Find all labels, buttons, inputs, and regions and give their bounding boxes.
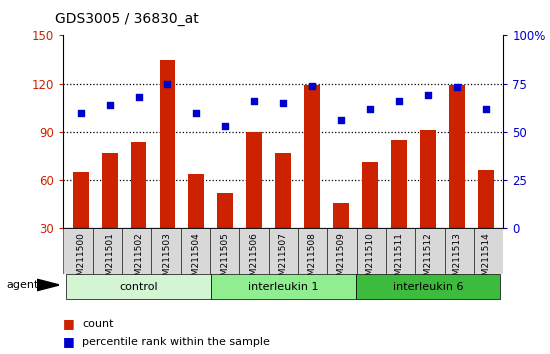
Text: GSM211511: GSM211511 bbox=[394, 232, 404, 287]
Bar bbox=[304, 85, 320, 276]
FancyBboxPatch shape bbox=[210, 228, 239, 274]
Text: GSM211512: GSM211512 bbox=[424, 232, 432, 287]
Text: GSM211508: GSM211508 bbox=[307, 232, 317, 287]
Bar bbox=[189, 174, 205, 276]
Bar bbox=[420, 130, 436, 276]
Point bbox=[337, 118, 345, 123]
Polygon shape bbox=[37, 279, 59, 291]
Point bbox=[279, 100, 288, 106]
Text: agent: agent bbox=[7, 280, 39, 290]
Point bbox=[366, 106, 375, 112]
Bar bbox=[276, 153, 291, 276]
FancyBboxPatch shape bbox=[122, 228, 151, 274]
Point bbox=[221, 123, 230, 129]
Bar bbox=[66, 274, 211, 299]
Bar bbox=[478, 171, 494, 276]
Text: percentile rank within the sample: percentile rank within the sample bbox=[82, 337, 271, 347]
Bar bbox=[356, 274, 500, 299]
FancyBboxPatch shape bbox=[298, 228, 327, 274]
FancyBboxPatch shape bbox=[415, 228, 444, 274]
Point bbox=[395, 98, 404, 104]
Bar bbox=[160, 59, 175, 276]
FancyBboxPatch shape bbox=[327, 228, 356, 274]
Point bbox=[163, 81, 172, 86]
FancyBboxPatch shape bbox=[92, 228, 122, 274]
Bar bbox=[211, 274, 356, 299]
Text: GSM211506: GSM211506 bbox=[250, 232, 259, 287]
FancyBboxPatch shape bbox=[386, 228, 415, 274]
Text: GSM211500: GSM211500 bbox=[76, 232, 85, 287]
Text: GSM211514: GSM211514 bbox=[481, 232, 491, 287]
Bar bbox=[73, 172, 89, 276]
Text: GSM211513: GSM211513 bbox=[453, 232, 461, 287]
Text: control: control bbox=[119, 282, 158, 292]
FancyBboxPatch shape bbox=[180, 228, 210, 274]
Text: GSM211502: GSM211502 bbox=[134, 232, 143, 287]
Bar bbox=[449, 85, 465, 276]
FancyBboxPatch shape bbox=[268, 228, 298, 274]
Bar bbox=[362, 162, 378, 276]
Text: GSM211507: GSM211507 bbox=[279, 232, 288, 287]
Point bbox=[105, 102, 114, 108]
FancyBboxPatch shape bbox=[63, 228, 92, 274]
Text: interleukin 1: interleukin 1 bbox=[248, 282, 318, 292]
Point bbox=[192, 110, 201, 115]
Bar bbox=[217, 193, 233, 276]
Text: ■: ■ bbox=[63, 318, 75, 330]
Bar bbox=[246, 132, 262, 276]
Text: GSM211504: GSM211504 bbox=[192, 232, 201, 287]
Point bbox=[424, 92, 432, 98]
Text: GSM211505: GSM211505 bbox=[221, 232, 230, 287]
Text: GSM211510: GSM211510 bbox=[366, 232, 375, 287]
Text: GSM211501: GSM211501 bbox=[105, 232, 114, 287]
Text: GDS3005 / 36830_at: GDS3005 / 36830_at bbox=[55, 12, 199, 27]
Bar bbox=[333, 202, 349, 276]
FancyBboxPatch shape bbox=[474, 228, 503, 274]
Point bbox=[250, 98, 258, 104]
Point bbox=[76, 110, 85, 115]
Text: ■: ■ bbox=[63, 335, 75, 348]
FancyBboxPatch shape bbox=[356, 228, 386, 274]
Bar bbox=[102, 153, 118, 276]
FancyBboxPatch shape bbox=[151, 228, 180, 274]
Bar bbox=[391, 140, 407, 276]
FancyBboxPatch shape bbox=[444, 228, 474, 274]
Point bbox=[308, 83, 317, 88]
Point bbox=[453, 85, 461, 90]
Text: count: count bbox=[82, 319, 114, 329]
Text: interleukin 6: interleukin 6 bbox=[393, 282, 463, 292]
FancyBboxPatch shape bbox=[239, 228, 268, 274]
Point bbox=[134, 94, 143, 100]
Text: GSM211503: GSM211503 bbox=[163, 232, 172, 287]
Point bbox=[481, 106, 490, 112]
Text: GSM211509: GSM211509 bbox=[337, 232, 345, 287]
Bar bbox=[130, 142, 146, 276]
